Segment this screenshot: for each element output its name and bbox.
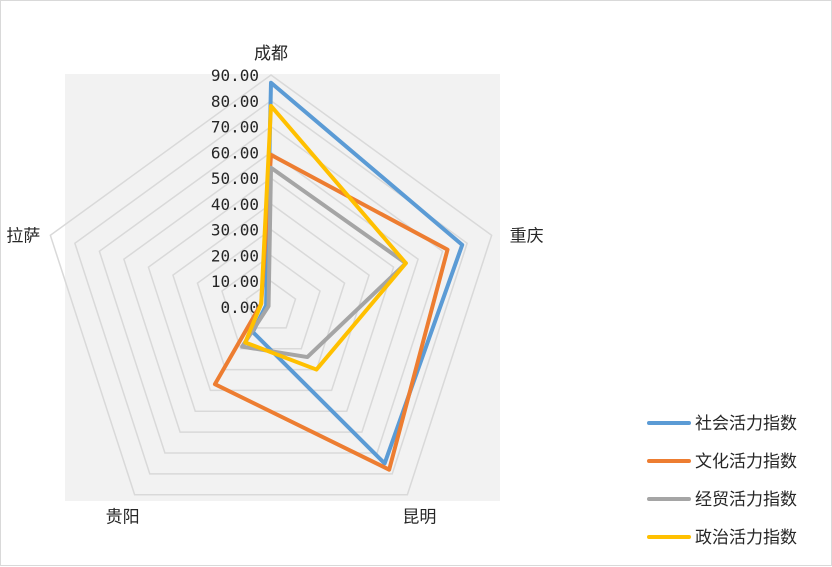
tick-label: 80.00 (211, 92, 259, 111)
category-label: 昆明 (402, 508, 436, 528)
tick-label: 40.00 (211, 195, 259, 214)
legend-label: 社会活力指数 (695, 414, 797, 434)
legend-label: 经贸活力指数 (695, 490, 797, 510)
tick-label: 20.00 (211, 246, 259, 265)
category-label: 重庆 (510, 226, 544, 246)
series-line-1 (250, 80, 465, 466)
grid-ring (196, 228, 346, 371)
category-label: 贵阳 (106, 508, 140, 528)
series-line-4 (243, 103, 408, 372)
tick-label: 0.00 (220, 298, 259, 317)
tick-label: 70.00 (211, 118, 259, 137)
grid-ring (245, 280, 297, 329)
plot-area (65, 74, 500, 501)
tick-label: 90.00 (211, 66, 259, 85)
grid-ring (49, 74, 493, 496)
grid-ring (123, 151, 419, 433)
category-label: 成都 (254, 44, 288, 64)
tick-label: 30.00 (211, 221, 259, 240)
radial-tick-labels: 0.00 10.00 20.00 30.00 40.00 50.00 60.00 70.00 8… (211, 66, 259, 317)
radar-series (212, 80, 465, 472)
tick-label: 50.00 (211, 169, 259, 188)
tick-label: 60.00 (211, 143, 259, 162)
legend-label: 文化活力指数 (695, 452, 797, 472)
legend-label: 政治活力指数 (695, 528, 797, 548)
grid-ring (172, 202, 370, 392)
category-label: 拉萨 (6, 226, 40, 246)
tick-label: 10.00 (211, 272, 259, 291)
